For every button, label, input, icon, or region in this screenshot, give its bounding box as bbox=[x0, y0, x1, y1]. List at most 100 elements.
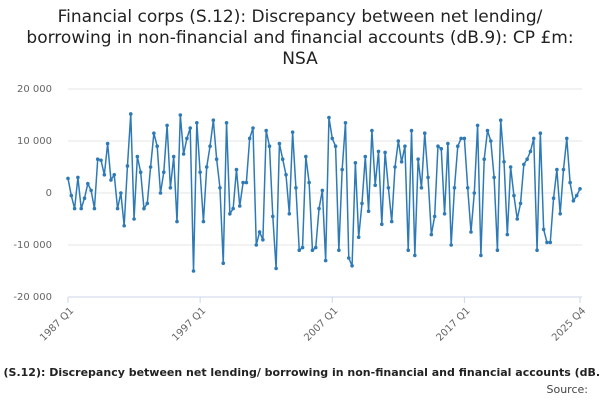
data-point bbox=[224, 121, 229, 125]
data-point bbox=[231, 206, 235, 211]
data-point bbox=[545, 240, 549, 245]
data-point bbox=[465, 186, 470, 190]
data-point bbox=[297, 248, 302, 252]
data-point bbox=[363, 154, 368, 159]
data-point bbox=[360, 201, 364, 206]
data-point bbox=[505, 232, 510, 237]
data-point bbox=[274, 266, 278, 271]
x-tick-label: 2025 Q4 bbox=[550, 305, 588, 343]
data-point bbox=[508, 165, 513, 169]
source: Source: bbox=[547, 383, 589, 396]
data-point bbox=[244, 180, 249, 185]
data-point bbox=[271, 214, 275, 219]
data-point bbox=[452, 186, 457, 190]
data-point bbox=[112, 173, 117, 177]
data-point bbox=[191, 269, 196, 273]
data-point bbox=[518, 201, 523, 206]
data-point bbox=[267, 144, 272, 148]
data-point bbox=[366, 209, 371, 213]
data-point bbox=[485, 128, 490, 133]
data-point bbox=[469, 230, 473, 234]
data-point bbox=[356, 235, 361, 239]
data-point bbox=[155, 144, 159, 148]
x-tick-label: 2017 Q1 bbox=[435, 305, 473, 343]
data-point bbox=[247, 136, 252, 141]
data-point bbox=[290, 130, 295, 134]
data-point bbox=[389, 219, 394, 224]
data-point bbox=[188, 126, 193, 130]
data-point bbox=[105, 141, 110, 146]
data-point bbox=[541, 227, 546, 232]
data-point bbox=[284, 173, 288, 177]
data-point bbox=[482, 157, 487, 161]
data-point bbox=[145, 201, 150, 206]
data-point bbox=[413, 253, 417, 258]
data-point bbox=[185, 136, 189, 141]
data-point bbox=[406, 248, 411, 252]
data-point bbox=[409, 128, 414, 133]
data-point bbox=[498, 118, 503, 122]
data-point bbox=[132, 217, 136, 221]
data-point bbox=[135, 154, 140, 159]
data-point bbox=[551, 196, 556, 200]
x-tick-label: 2007 Q1 bbox=[302, 305, 340, 343]
data-point bbox=[525, 157, 529, 161]
data-point bbox=[115, 206, 120, 211]
data-point bbox=[422, 131, 427, 135]
data-point bbox=[346, 256, 351, 260]
data-point bbox=[512, 193, 516, 198]
chart-title: Financial corps (S.12): Discrepancy betw… bbox=[26, 7, 573, 69]
data-point bbox=[171, 154, 176, 159]
data-point bbox=[376, 149, 381, 154]
data-point bbox=[343, 121, 348, 125]
data-point bbox=[548, 240, 553, 245]
data-point bbox=[287, 212, 292, 216]
data-point bbox=[198, 170, 202, 174]
data-point bbox=[277, 141, 282, 146]
data-point bbox=[86, 181, 90, 186]
data-point bbox=[386, 186, 391, 190]
data-point bbox=[416, 157, 420, 161]
data-point bbox=[99, 158, 103, 163]
data-point bbox=[72, 206, 77, 211]
data-point bbox=[95, 157, 100, 161]
data-point bbox=[261, 238, 265, 242]
data-point bbox=[555, 167, 559, 172]
data-point bbox=[531, 136, 536, 141]
legend-entry: Financial corps (S.12): Discrepancy betw… bbox=[0, 366, 600, 379]
data-point bbox=[561, 167, 566, 172]
data-point bbox=[161, 170, 166, 174]
x-tick-label: 1997 Q1 bbox=[170, 305, 208, 343]
data-point bbox=[317, 206, 321, 211]
data-point bbox=[558, 212, 562, 216]
data-point bbox=[489, 139, 493, 143]
data-point bbox=[439, 147, 444, 151]
data-point bbox=[323, 258, 328, 263]
data-point bbox=[241, 180, 245, 185]
data-point bbox=[122, 223, 126, 228]
data-point bbox=[304, 154, 308, 159]
data-point bbox=[168, 186, 173, 190]
data-point bbox=[399, 160, 404, 164]
data-point bbox=[76, 175, 80, 180]
data-point bbox=[125, 164, 130, 168]
y-tick-label: 10 000 bbox=[17, 136, 52, 147]
data-point bbox=[158, 191, 163, 195]
data-point bbox=[337, 248, 341, 252]
data-point bbox=[294, 186, 298, 190]
data-point bbox=[254, 243, 259, 247]
data-point bbox=[538, 131, 543, 135]
data-point bbox=[449, 243, 453, 247]
data-point bbox=[370, 128, 374, 133]
data-point bbox=[330, 136, 335, 141]
data-point bbox=[495, 248, 500, 252]
data-point bbox=[228, 212, 232, 216]
data-point bbox=[237, 204, 242, 208]
data-point bbox=[426, 175, 430, 180]
data-point bbox=[459, 136, 463, 141]
data-point bbox=[175, 219, 179, 224]
data-point bbox=[264, 128, 268, 133]
data-point bbox=[571, 199, 576, 203]
data-point bbox=[221, 261, 226, 266]
